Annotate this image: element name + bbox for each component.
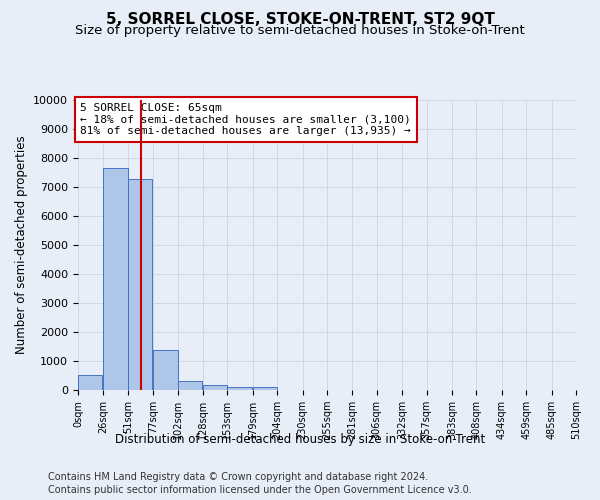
Bar	[178, 381, 202, 390]
Bar	[103, 168, 128, 390]
Bar	[128, 179, 152, 390]
Text: Distribution of semi-detached houses by size in Stoke-on-Trent: Distribution of semi-detached houses by …	[115, 432, 485, 446]
Text: Size of property relative to semi-detached houses in Stoke-on-Trent: Size of property relative to semi-detach…	[75, 24, 525, 37]
Text: 5 SORREL CLOSE: 65sqm
← 18% of semi-detached houses are smaller (3,100)
81% of s: 5 SORREL CLOSE: 65sqm ← 18% of semi-deta…	[80, 103, 411, 136]
Bar	[203, 386, 227, 390]
Text: Contains public sector information licensed under the Open Government Licence v3: Contains public sector information licen…	[48, 485, 472, 495]
Text: 5, SORREL CLOSE, STOKE-ON-TRENT, ST2 9QT: 5, SORREL CLOSE, STOKE-ON-TRENT, ST2 9QT	[106, 12, 494, 28]
Bar	[227, 387, 252, 390]
Bar	[78, 374, 103, 390]
Text: Contains HM Land Registry data © Crown copyright and database right 2024.: Contains HM Land Registry data © Crown c…	[48, 472, 428, 482]
Bar	[153, 350, 178, 390]
Bar	[253, 388, 277, 390]
Y-axis label: Number of semi-detached properties: Number of semi-detached properties	[15, 136, 28, 354]
